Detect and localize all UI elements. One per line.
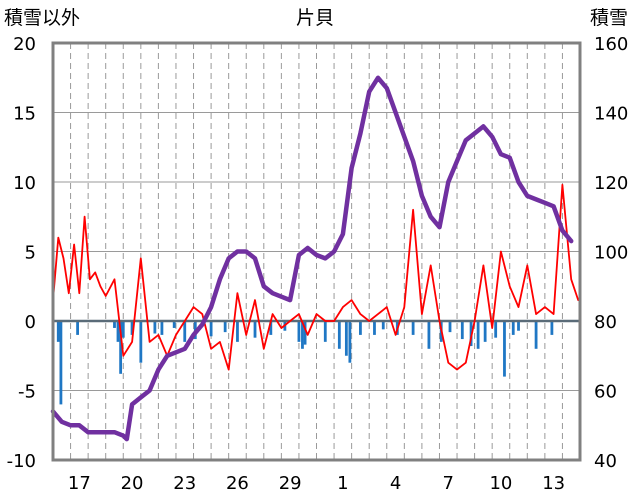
precip-bar <box>381 321 385 330</box>
precip-bar <box>494 321 498 338</box>
precip-bar <box>427 321 431 349</box>
series-lines <box>50 75 580 442</box>
temperature-line <box>52 183 580 371</box>
right-tick-label: 40 <box>594 451 617 472</box>
precip-bar <box>550 321 554 335</box>
left-tick-label: 10 <box>13 173 36 194</box>
precip-bar <box>323 321 327 342</box>
right-tick-label: 120 <box>594 173 628 194</box>
x-tick-label: 1 <box>337 473 348 494</box>
right-tick-label: 140 <box>594 104 628 125</box>
precip-bar <box>301 321 304 349</box>
precip-bar <box>153 321 157 334</box>
precip-bar <box>130 321 134 335</box>
precip-bar <box>511 321 515 335</box>
precip-bar <box>534 321 538 349</box>
x-tick-label: 20 <box>121 473 144 494</box>
precip-bar <box>373 321 376 335</box>
precip-bar <box>253 321 257 338</box>
precip-bar <box>76 321 79 335</box>
precip-bar <box>344 321 348 356</box>
x-tick-labels: 17 20 23 26 29 1 4 7 10 13 <box>68 473 565 494</box>
left-tick-label: 20 <box>13 34 36 55</box>
precip-bar <box>503 321 506 377</box>
x-tick-label: 4 <box>390 473 401 494</box>
left-tick-label: 5 <box>25 243 36 264</box>
precip-bar <box>337 321 341 349</box>
precip-bar <box>517 321 520 331</box>
precip-bar <box>121 321 125 338</box>
precip-bar <box>116 321 120 342</box>
precip-bar <box>183 321 187 342</box>
precip-bar <box>172 321 176 328</box>
left-tick-label: -10 <box>7 451 36 472</box>
x-tick-label: 29 <box>279 473 302 494</box>
right-axis-label: 積雪 <box>590 7 628 29</box>
x-tick-label: 13 <box>542 473 565 494</box>
precip-bar <box>348 321 352 363</box>
snow-depth-line <box>50 75 574 442</box>
left-tick-labels: 20 15 10 5 0 -5 -10 <box>7 34 36 472</box>
left-tick-label: -5 <box>18 382 36 403</box>
precipitation-bars <box>56 321 554 405</box>
right-tick-label: 160 <box>594 34 628 55</box>
grid-layer <box>53 43 580 460</box>
right-tick-label: 80 <box>594 312 617 333</box>
precip-bar <box>303 321 307 345</box>
precip-bar <box>448 321 452 333</box>
precip-bar <box>236 321 239 342</box>
precip-bar <box>59 321 63 405</box>
precip-bar <box>476 321 480 349</box>
precip-bar <box>460 321 464 340</box>
precip-bar <box>209 321 213 337</box>
precip-bar <box>223 321 227 333</box>
precip-bar <box>269 321 273 335</box>
precip-bar <box>139 321 143 363</box>
precip-bar <box>56 321 60 342</box>
x-tick-label: 23 <box>173 473 196 494</box>
precip-bar <box>297 321 301 342</box>
x-tick-label: 17 <box>68 473 91 494</box>
x-tick-label: 10 <box>489 473 512 494</box>
right-tick-label: 100 <box>594 243 628 264</box>
precip-bar <box>359 321 362 335</box>
left-tick-label: 15 <box>13 104 36 125</box>
x-tick-label: 26 <box>226 473 249 494</box>
right-tick-labels: 160 140 120 100 80 60 40 <box>594 34 628 472</box>
precip-bar <box>160 321 164 335</box>
plot-frame <box>51 41 582 462</box>
left-tick-label: 0 <box>25 312 36 333</box>
left-axis-label: 積雪以外 <box>4 7 80 29</box>
x-tick-label: 7 <box>443 473 454 494</box>
chart-title: 片貝 <box>296 7 334 29</box>
precip-bar <box>113 321 116 328</box>
right-tick-label: 60 <box>594 382 617 403</box>
precip-bar <box>119 321 123 374</box>
precip-bar <box>411 321 415 335</box>
precip-bar <box>483 321 487 342</box>
